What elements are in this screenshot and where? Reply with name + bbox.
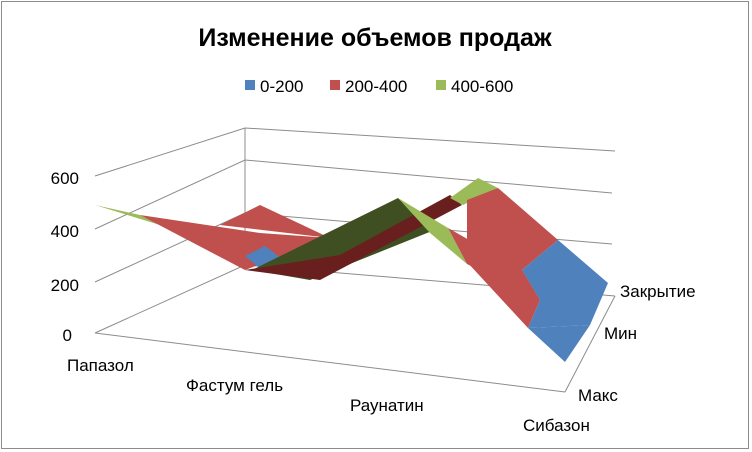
legend-label-0-200: 0-200 (260, 77, 303, 96)
series-label-max: Макс (578, 386, 618, 405)
surface-patch-green-top (450, 178, 498, 205)
category-label-sibazon: Сибазон (523, 416, 590, 435)
series-labels: Макс Мин Закрытие (578, 282, 696, 405)
gridline-600 (94, 127, 616, 177)
legend-swatch-400-600 (436, 80, 446, 90)
category-axis (94, 332, 566, 393)
z-tick-600: 600 (51, 169, 79, 188)
legend: 0-200 200-400 400-600 (245, 77, 513, 96)
z-tick-400: 400 (51, 222, 79, 241)
legend-label-400-600: 400-600 (451, 77, 513, 96)
surface-patch-dark-green (252, 198, 432, 280)
series-axis (564, 295, 616, 393)
category-label-papazol: Папазол (67, 356, 134, 375)
legend-swatch-0-200 (245, 80, 255, 90)
legend-swatch-200-400 (330, 80, 340, 90)
z-tick-200: 200 (51, 276, 79, 295)
chart-title: Изменение объемов продаж (198, 24, 552, 52)
series-label-close: Закрытие (620, 282, 696, 301)
surface-patch-red-left (140, 215, 330, 270)
gridline-400 (94, 159, 613, 230)
category-labels: Папазол Фастум гель Раунатин Сибазон (67, 356, 590, 435)
series-label-min: Мин (604, 324, 637, 343)
surface-patch-dark-red (245, 195, 462, 280)
surface-patch-blue-front (528, 325, 590, 362)
surface-patch-red-back (220, 205, 330, 238)
surface-patch-green-left (95, 205, 160, 225)
legend-label-200-400: 200-400 (345, 77, 407, 96)
category-label-raunatin: Раунатин (350, 396, 424, 415)
surface-patch-blue-right (522, 240, 608, 328)
surface-patch-red-right (467, 188, 558, 270)
category-label-fastum: Фастум гель (186, 376, 283, 395)
surface (95, 178, 608, 362)
z-axis-ticks: 0 200 400 600 (51, 169, 79, 345)
surface-patch-green-mid (398, 198, 467, 264)
z-tick-0: 0 (63, 326, 72, 345)
surface-patch-red-front (467, 262, 540, 328)
